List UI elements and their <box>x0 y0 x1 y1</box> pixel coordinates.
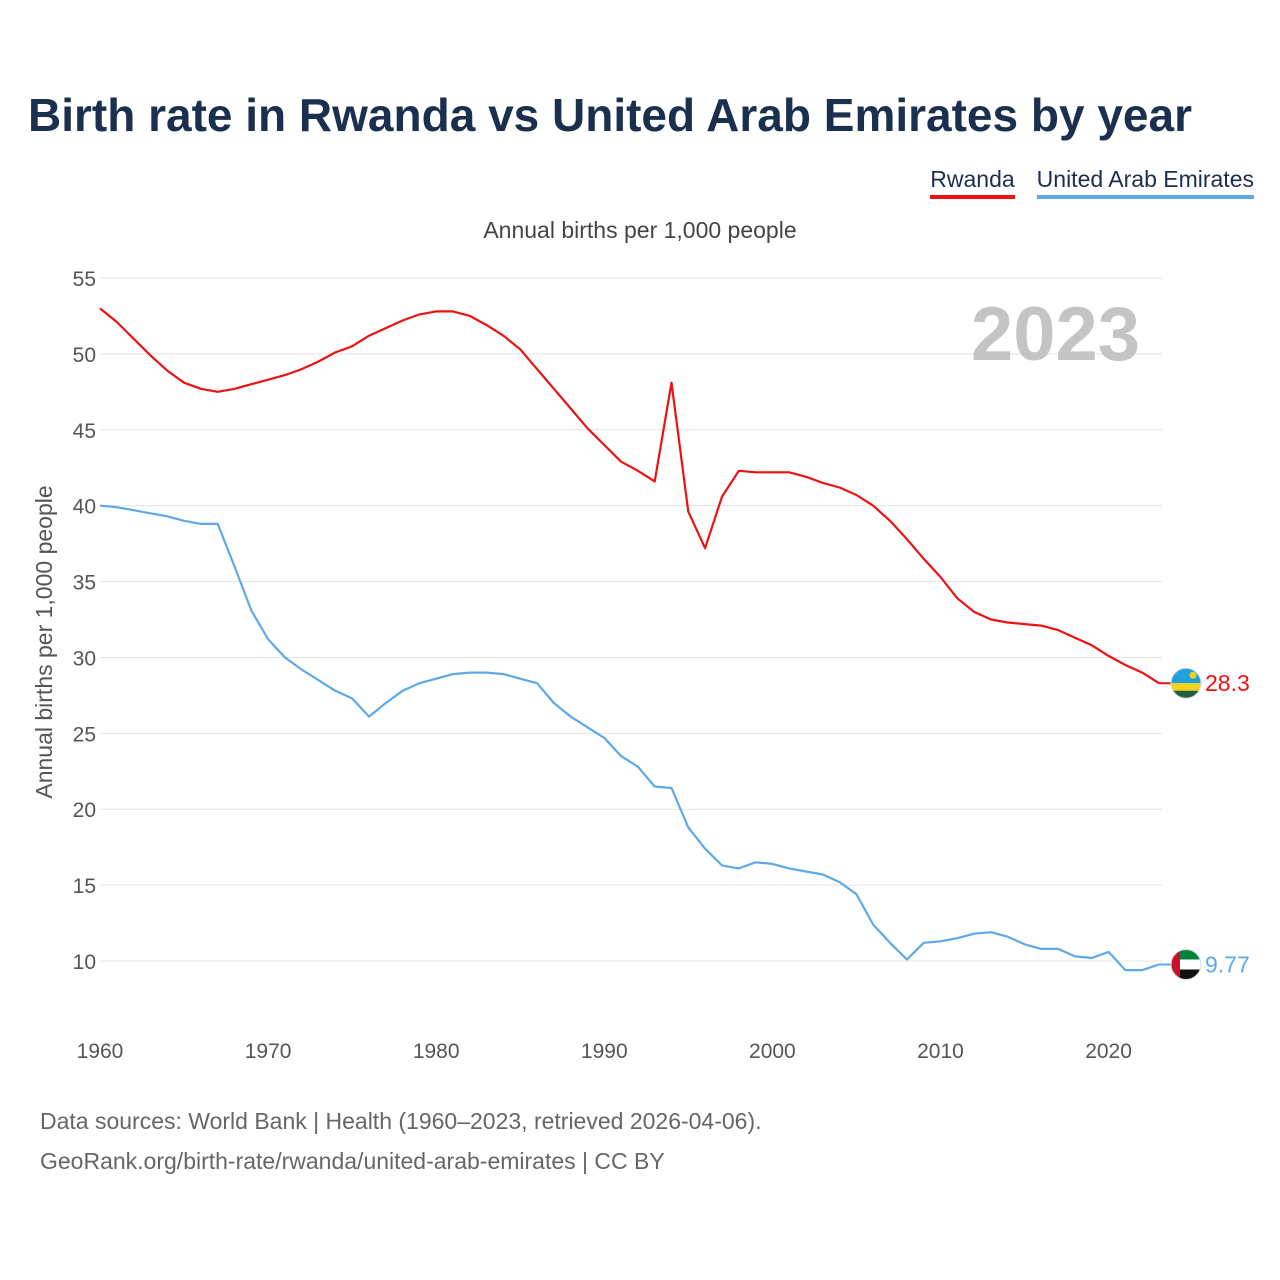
footer-link[interactable]: GeoRank.org/birth-rate/rwanda/united-ara… <box>40 1148 665 1174</box>
legend: Rwanda United Arab Emirates <box>930 166 1254 199</box>
x-tick-label-2020: 2020 <box>1085 1040 1132 1063</box>
y-tick-label-50: 50 <box>73 344 96 367</box>
x-tick-label-1970: 1970 <box>245 1040 292 1063</box>
y-tick-label-20: 20 <box>73 799 96 822</box>
flag-outline <box>1170 948 1202 980</box>
line-chart: 10 15 20 25 30 35 40 45 50 55 1960 1970 1980 1990 200… <box>31 268 1250 1063</box>
flag-band-green <box>1171 690 1201 699</box>
flag-band-blue <box>1171 668 1201 684</box>
y-tick-label-30: 30 <box>73 647 96 670</box>
page-title: Birth rate in Rwanda vs United Arab Emir… <box>28 89 1192 141</box>
y-tick-label-55: 55 <box>73 268 96 291</box>
series-line-rwanda <box>99 307 1160 685</box>
flag-band-yellow <box>1171 683 1201 691</box>
x-tick-label-1960: 1960 <box>77 1040 124 1063</box>
y-tick-label-10: 10 <box>73 951 96 974</box>
x-tick-label-1990: 1990 <box>581 1040 628 1063</box>
flag-band-white <box>1171 959 1201 970</box>
flag-band-black <box>1171 969 1201 980</box>
chart-subtitle: Annual births per 1,000 people <box>483 217 797 243</box>
y-tick-label-35: 35 <box>73 572 96 595</box>
footer-sources: Data sources: World Bank | Health (1960–… <box>40 1108 762 1134</box>
end-value-label-uae: 9.77 <box>1205 951 1250 977</box>
y-tick-label-15: 15 <box>73 875 96 898</box>
y-tick-label-40: 40 <box>73 496 96 519</box>
year-badge: 2023 <box>971 292 1140 377</box>
y-axis-label: Annual births per 1,000 people <box>31 485 57 798</box>
flag-sun <box>1189 671 1197 679</box>
uae-flag-icon <box>1171 949 1201 980</box>
y-tick-label-25: 25 <box>73 723 96 746</box>
x-tick-label-1980: 1980 <box>413 1040 460 1063</box>
legend-item-rwanda[interactable]: Rwanda <box>930 166 1015 199</box>
x-tick-label-2010: 2010 <box>917 1040 964 1063</box>
end-value-label-rwanda: 28.3 <box>1205 670 1250 696</box>
flag-band-green <box>1171 949 1201 960</box>
rwanda-flag-icon <box>1171 668 1201 699</box>
y-tick-label-45: 45 <box>73 420 96 443</box>
series-line-uae <box>99 504 1160 972</box>
x-tick-label-2000: 2000 <box>749 1040 796 1063</box>
flag-band-red <box>1171 949 1180 980</box>
flag-outline <box>1170 667 1202 699</box>
legend-item-uae[interactable]: United Arab Emirates <box>1036 166 1254 199</box>
